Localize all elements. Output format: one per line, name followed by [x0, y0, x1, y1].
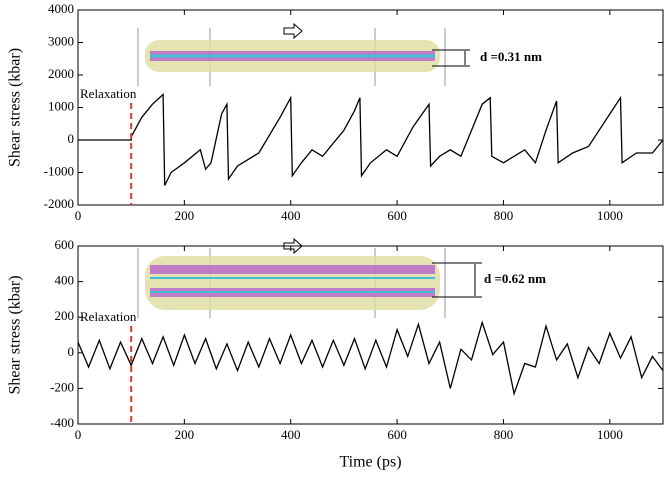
x-tick-label: 600 [387, 208, 407, 223]
x-tick-label: 600 [387, 427, 407, 442]
x-tick-label: 200 [175, 427, 195, 442]
x-tick-label: 200 [175, 208, 195, 223]
x-tick-label: 1000 [597, 208, 623, 223]
inset-label: d =0.62 nm [484, 271, 546, 286]
y-axis-label: Shear stress (kbar) [7, 275, 24, 394]
data-line [77, 320, 664, 397]
x-tick-label: 400 [281, 427, 301, 442]
y-tick-label: 4000 [48, 1, 74, 16]
y-tick-label: 2000 [48, 66, 74, 81]
y-tick-label: 400 [55, 273, 75, 288]
data-line [78, 93, 664, 186]
y-tick-label: 600 [55, 237, 75, 252]
x-tick-label: 1000 [597, 427, 623, 442]
inset-bottom [137, 237, 482, 318]
y-tick-label: -200 [50, 379, 74, 394]
plot-frame [77, 245, 664, 425]
inset-label: d =0.31 nm [480, 49, 542, 64]
x-tick-label: 0 [75, 208, 82, 223]
y-axis-label: Shear stress (kbar) [7, 48, 24, 167]
inset-top [137, 22, 470, 86]
y-tick-label: -400 [50, 415, 74, 430]
y-tick-label: -2000 [44, 196, 74, 211]
relaxation-label: Relaxation [80, 309, 137, 324]
x-tick-label: 800 [494, 208, 514, 223]
y-tick-label: 0 [68, 344, 75, 359]
x-tick-label: 0 [75, 427, 82, 442]
relaxation-label: Relaxation [80, 86, 137, 101]
y-tick-label: 1000 [48, 98, 74, 113]
x-tick-label: 400 [281, 208, 301, 223]
y-tick-label: 0 [68, 131, 75, 146]
y-tick-label: 200 [55, 308, 75, 323]
x-tick-label: 800 [494, 427, 514, 442]
y-tick-label: 3000 [48, 33, 74, 48]
plot-frame [77, 9, 664, 206]
y-tick-label: -1000 [44, 163, 74, 178]
x-axis-label: Time (ps) [339, 454, 401, 471]
